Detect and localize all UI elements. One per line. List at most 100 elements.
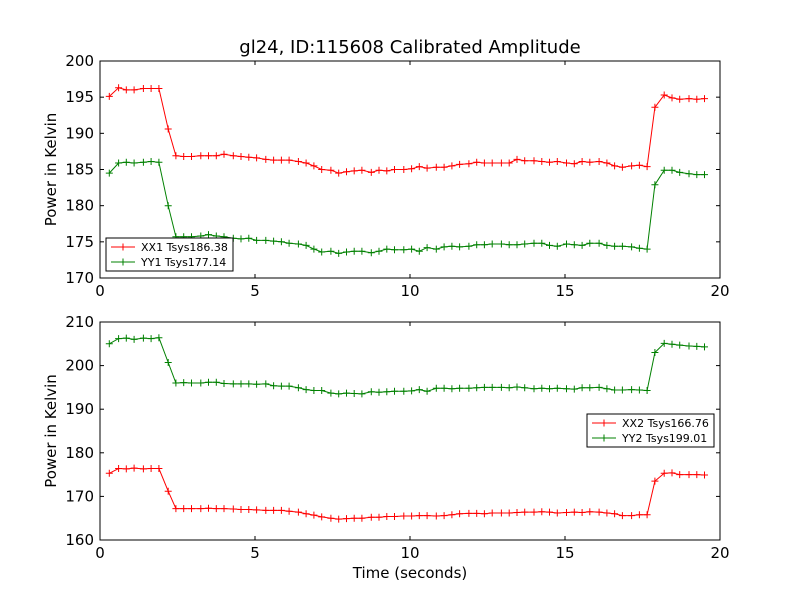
data-point [335,515,343,523]
data-point [693,171,701,179]
data-point [611,386,619,394]
data-point [343,515,350,523]
data-point [635,511,643,519]
data-point [448,385,456,393]
data-point [358,390,366,398]
data-point [513,383,521,391]
y-axis-label: Power in Kelvin [42,374,60,488]
data-point [635,161,643,169]
legend-swatch-marker [119,258,127,266]
x-tick-label: 10 [400,544,419,562]
data-point [245,380,253,388]
data-point [343,248,350,256]
data-point [538,384,546,392]
data-point [701,95,708,103]
data-point [595,508,603,516]
x-tick-label: 5 [250,282,260,300]
data-point [497,509,505,517]
data-point [172,379,180,387]
y-tick-label: 190 [65,124,94,142]
data-point [220,505,228,513]
data-point [237,153,245,160]
data-point [383,388,391,396]
data-point [375,513,383,521]
data-point [456,384,464,392]
data-point [277,506,285,514]
data-point [115,84,123,92]
data-point [521,508,529,516]
data-point [205,378,212,386]
data-point [603,385,611,393]
data-point [480,383,488,391]
legend-box [586,413,715,448]
data-point [391,246,398,254]
x-tick-label: 0 [95,282,105,300]
data-point [488,509,496,517]
data-point [432,384,440,392]
legend-box [105,237,234,272]
data-point [155,158,163,166]
data-point [105,469,113,477]
data-point [586,239,594,247]
data-point [245,153,253,161]
data-point [473,384,481,392]
data-point [553,242,561,250]
data-point [253,506,261,514]
data-point [465,242,473,250]
data-point [701,471,708,479]
data-point [685,342,693,350]
data-point [105,169,113,177]
y-tick-label: 170 [65,269,94,287]
legend: XX2 Tsys166.76 YY2 Tsys199.01 [586,413,715,448]
data-point [262,380,270,388]
data-point [277,238,285,246]
data-point [358,514,366,522]
data-point [578,241,586,249]
data-point [553,384,561,392]
data-point [302,159,310,167]
data-point [197,152,205,160]
data-point [603,241,611,249]
data-point [350,514,358,522]
data-point [318,513,326,521]
data-point [139,465,147,473]
data-point [570,385,578,393]
data-point [448,511,456,519]
y-tick-label: 190 [65,400,94,418]
x-tick-label: 10 [400,282,419,300]
legend-entry-label: YY2 Tsys199.01 [621,432,707,445]
data-point [139,85,147,92]
data-point [294,158,302,165]
data-point [635,386,643,394]
data-point [147,158,155,165]
data-point [628,386,636,394]
data-point [651,103,659,111]
data-point [205,231,212,239]
data-point [237,235,245,243]
data-point [253,236,261,244]
x-tick-label: 15 [555,544,574,562]
data-point [343,389,350,397]
data-point [603,159,611,167]
data-point [327,247,335,255]
data-point [294,384,302,392]
y-tick-label: 180 [65,444,94,462]
data-point [335,249,343,257]
data-point [205,504,212,512]
data-point [147,85,155,92]
data-point [643,245,651,253]
data-point [651,349,659,356]
data-point [480,159,488,167]
chart-title: gl24, ID:115608 Calibrated Amplitude [239,37,580,58]
data-point [570,508,578,516]
data-point [553,509,561,517]
data-point [105,92,113,100]
data-point [205,152,212,160]
data-point [285,507,293,515]
legend: XX1 Tsys186.38 YY1 Tsys177.14 [105,237,234,272]
data-point [245,506,253,513]
data-point [310,387,318,394]
data-point [595,383,603,391]
data-point [440,384,448,392]
